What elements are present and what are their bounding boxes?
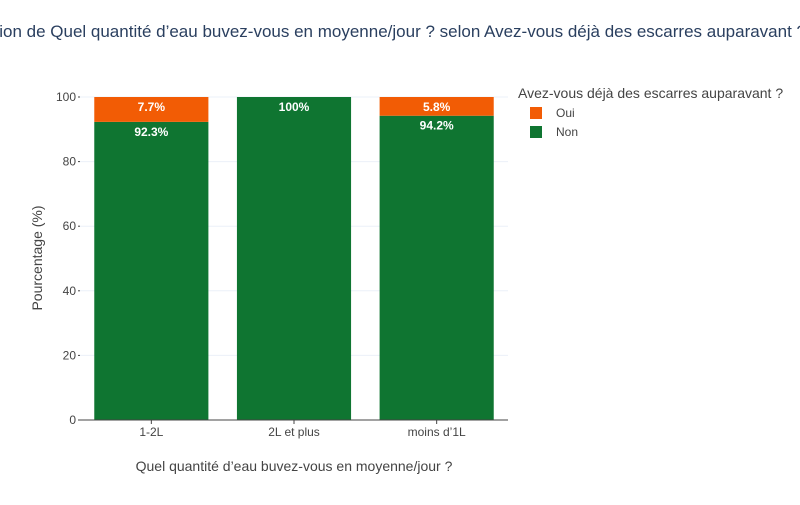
- data-label: 100%: [279, 100, 310, 114]
- data-label: 94.2%: [420, 119, 454, 133]
- legend-label-oui[interactable]: Oui: [556, 106, 575, 120]
- y-axis-ticks: 0 20 40 60 80 100: [56, 90, 80, 427]
- data-label: 5.8%: [423, 100, 451, 114]
- bar-non-2[interactable]: [379, 115, 494, 420]
- bar-oui-0[interactable]: [94, 97, 209, 122]
- data-label: 7.7%: [138, 100, 166, 114]
- y-tick-label: 40: [63, 284, 77, 298]
- legend-title: Avez-vous déjà des escarres auparavant ?: [518, 85, 783, 101]
- x-tick-label: moins d’1L: [408, 425, 466, 439]
- y-tick-label: 80: [63, 155, 77, 169]
- y-tick-label: 20: [63, 348, 77, 362]
- bar-oui-2[interactable]: [379, 97, 494, 116]
- y-tick-label: 60: [63, 219, 77, 233]
- y-tick-label: 100: [56, 90, 76, 104]
- x-axis-ticks: 1-2L 2L et plus moins d’1L: [139, 420, 466, 439]
- data-label: 92.3%: [134, 125, 168, 139]
- legend-swatch-non[interactable]: [530, 126, 542, 138]
- bars: 92.3% 7.7% 100% 94.2% 5.8%: [94, 97, 494, 420]
- chart-title: Répartition de Quel quantité d’eau buvez…: [0, 22, 800, 41]
- x-tick-label: 2L et plus: [268, 425, 320, 439]
- legend-swatch-oui[interactable]: [530, 107, 542, 119]
- legend-label-non[interactable]: Non: [556, 125, 578, 139]
- y-axis-title: Pourcentage (%): [29, 205, 45, 310]
- bar-non-1[interactable]: [236, 97, 352, 420]
- x-axis-title: Quel quantité d’eau buvez-vous en moyenn…: [136, 458, 453, 474]
- y-tick-label: 0: [69, 413, 76, 427]
- x-tick-label: 1-2L: [139, 425, 163, 439]
- legend: Avez-vous déjà des escarres auparavant ?…: [518, 85, 783, 139]
- bar-non-0[interactable]: [94, 121, 209, 420]
